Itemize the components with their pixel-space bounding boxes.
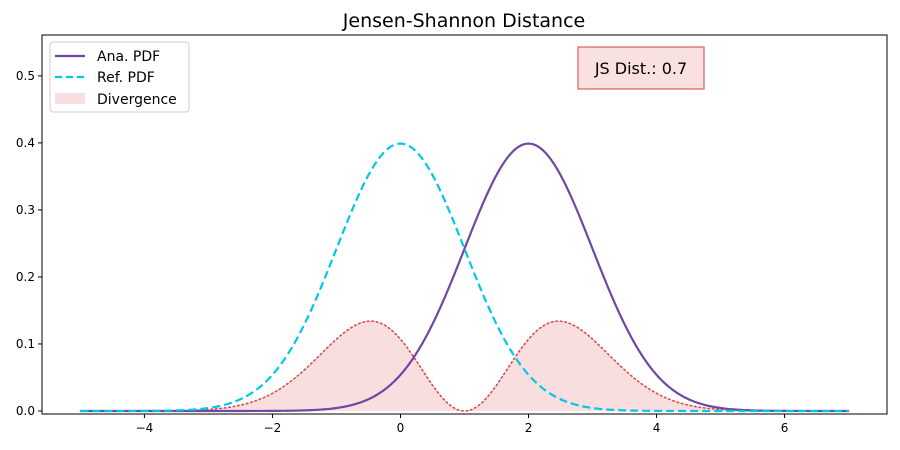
- y-tick-label: 0.4: [16, 136, 35, 150]
- divergence-line: [79, 320, 850, 412]
- x-tick-label: 6: [781, 421, 789, 435]
- y-tick-label: 0.0: [16, 404, 35, 418]
- legend-divergence-swatch: [55, 93, 85, 104]
- x-tick-label: −2: [264, 421, 282, 435]
- x-tick-label: 4: [653, 421, 661, 435]
- legend: Ana. PDF Ref. PDF Divergence: [49, 41, 190, 113]
- legend-divergence-label: Divergence: [97, 92, 177, 108]
- axes-frame: [41, 34, 888, 415]
- chart-title: Jensen-Shannon Distance: [342, 10, 585, 32]
- x-tick-label: 0: [397, 421, 405, 435]
- y-tick-label: 0.5: [16, 69, 35, 83]
- annotation-text: JS Dist.: 0.7: [594, 59, 687, 78]
- divergence-fill: [80, 321, 849, 411]
- y-tick-label: 0.3: [16, 203, 35, 217]
- x-axis: −4 −2 0 2 4 6: [136, 414, 789, 435]
- plot-area: [79, 142, 850, 413]
- legend-ref-pdf-label: Ref. PDF: [97, 70, 155, 86]
- ref-pdf-line: [80, 142, 849, 413]
- y-tick-label: 0.1: [16, 337, 35, 351]
- annotation-box: [577, 46, 705, 90]
- y-axis: 0.0 0.1 0.2 0.3 0.4 0.5: [16, 69, 42, 418]
- ana-pdf-line: [80, 142, 849, 413]
- x-tick-label: 2: [525, 421, 533, 435]
- legend-ana-pdf-label: Ana. PDF: [97, 49, 160, 65]
- x-tick-label: −4: [136, 421, 154, 435]
- js-distance-annotation: JS Dist.: 0.7: [577, 46, 705, 90]
- y-tick-label: 0.2: [16, 270, 35, 284]
